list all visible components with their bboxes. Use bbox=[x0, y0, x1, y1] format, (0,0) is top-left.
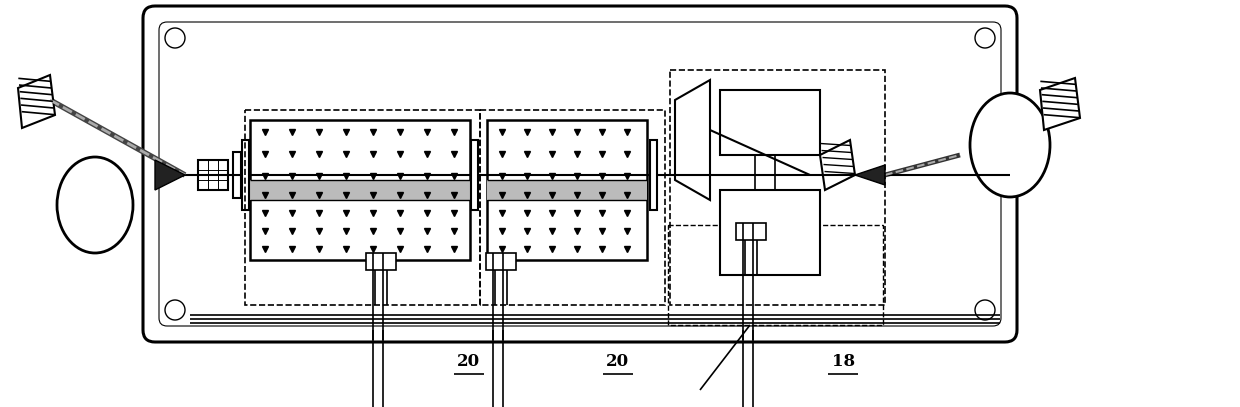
Polygon shape bbox=[19, 75, 55, 128]
Text: 20: 20 bbox=[606, 353, 629, 370]
Polygon shape bbox=[155, 160, 185, 190]
Bar bbox=[198, 160, 228, 190]
Bar bbox=[250, 180, 470, 200]
Polygon shape bbox=[1040, 78, 1080, 130]
Ellipse shape bbox=[975, 28, 994, 48]
Bar bbox=[366, 253, 396, 270]
Bar bbox=[471, 140, 477, 210]
Bar bbox=[668, 225, 883, 325]
FancyBboxPatch shape bbox=[143, 6, 1017, 342]
Ellipse shape bbox=[165, 28, 185, 48]
Ellipse shape bbox=[57, 157, 133, 253]
Bar bbox=[487, 120, 647, 260]
Polygon shape bbox=[820, 140, 856, 190]
Bar bbox=[670, 70, 885, 305]
Bar bbox=[737, 223, 766, 240]
Ellipse shape bbox=[165, 300, 185, 320]
Ellipse shape bbox=[970, 93, 1050, 197]
Bar bbox=[487, 180, 647, 200]
Text: 18: 18 bbox=[832, 353, 854, 370]
Bar bbox=[720, 190, 820, 275]
Bar bbox=[650, 140, 657, 210]
Ellipse shape bbox=[975, 300, 994, 320]
Bar bbox=[242, 140, 249, 210]
Bar bbox=[480, 110, 665, 305]
Bar bbox=[250, 120, 470, 260]
Polygon shape bbox=[675, 80, 711, 200]
Bar bbox=[720, 90, 820, 155]
Text: 20: 20 bbox=[458, 353, 480, 370]
Bar bbox=[486, 253, 516, 270]
Polygon shape bbox=[856, 165, 885, 185]
Bar bbox=[233, 152, 241, 198]
Bar bbox=[246, 110, 480, 305]
FancyBboxPatch shape bbox=[159, 22, 1001, 326]
